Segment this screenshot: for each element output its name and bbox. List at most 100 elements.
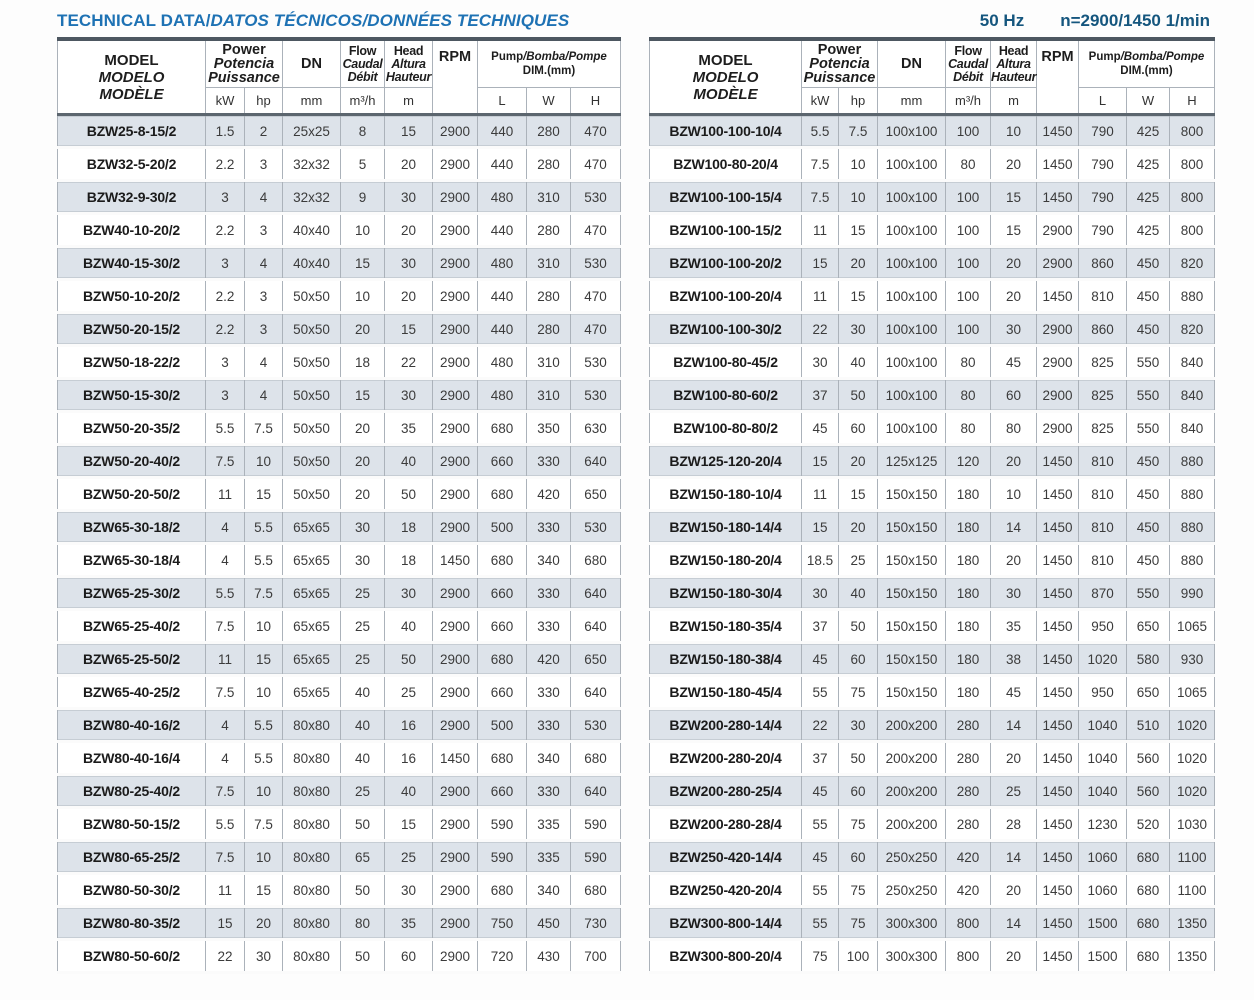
col-dim-pump: Pump	[491, 51, 524, 63]
model-cell: BZW50-20-15/2	[57, 312, 206, 347]
value-cell: 280	[526, 213, 571, 248]
value-cell: 500	[477, 510, 527, 545]
value-cell: 15	[244, 477, 283, 512]
value-cell: 480	[477, 378, 527, 413]
value-cell: 32x32	[282, 147, 341, 182]
value-cell: 100	[945, 180, 991, 215]
value-cell: 580	[1126, 642, 1170, 677]
value-cell: 100	[838, 939, 878, 974]
table-row: BZW50-20-35/2 5.5 7.5 50x50 20 35 2900 680 350 63…	[57, 411, 621, 446]
col-rpm: RPM	[432, 39, 478, 115]
model-cell: BZW300-800-20/4	[649, 939, 802, 974]
value-cell: 640	[570, 675, 621, 710]
value-cell: 75	[801, 939, 839, 974]
value-cell: 180	[945, 642, 991, 677]
value-cell: 7.5	[244, 807, 283, 842]
value-cell: 280	[526, 312, 571, 347]
value-cell: 450	[1126, 279, 1170, 314]
value-cell: 2900	[432, 576, 478, 611]
model-cell: BZW200-280-25/4	[649, 774, 802, 809]
value-cell: 15	[244, 873, 283, 908]
value-cell: 25	[340, 576, 385, 611]
value-cell: 18	[384, 510, 433, 545]
value-cell: 15	[838, 477, 878, 512]
value-cell: 560	[1126, 774, 1170, 809]
model-cell: BZW50-18-22/2	[57, 345, 206, 380]
value-cell: 870	[1078, 576, 1127, 611]
value-cell: 100x100	[877, 312, 946, 347]
value-cell: 1450	[432, 543, 478, 578]
value-cell: 20	[990, 246, 1037, 281]
model-cell: BZW40-15-30/2	[57, 246, 206, 281]
col-flow-en: Flow	[348, 43, 377, 58]
value-cell: 38	[990, 642, 1037, 677]
value-cell: 650	[570, 642, 621, 677]
value-cell: 650	[1126, 609, 1170, 644]
value-cell: 50x50	[282, 477, 341, 512]
value-cell: 330	[526, 609, 571, 644]
value-cell: 2900	[1036, 312, 1079, 347]
table-row: BZW65-40-25/2 7.5 10 65x65 40 25 2900 660 330 640	[57, 675, 621, 710]
value-cell: 330	[526, 675, 571, 710]
unit-kw: kW	[205, 87, 245, 115]
value-cell: 100x100	[877, 378, 946, 413]
value-cell: 1500	[1078, 939, 1127, 974]
value-cell: 680	[1126, 840, 1170, 875]
value-cell: 15	[340, 378, 385, 413]
value-cell: 440	[477, 147, 527, 182]
value-cell: 14	[990, 510, 1037, 545]
model-cell: BZW100-80-45/2	[649, 345, 802, 380]
value-cell: 680	[477, 411, 527, 446]
table-row: BZW100-80-60/2 37 50 100x100 80 60 2900 825 550 8…	[649, 378, 1215, 413]
value-cell: 30	[340, 510, 385, 545]
frequency-label: 50 Hz	[979, 11, 1025, 30]
value-cell: 3	[244, 279, 283, 314]
value-cell: 4	[244, 345, 283, 380]
value-cell: 480	[477, 180, 527, 215]
col-power-en: Power	[817, 42, 862, 58]
table-row: BZW200-280-25/4 45 60 200x200 280 25 1450 1040 5…	[649, 774, 1215, 809]
value-cell: 2900	[432, 906, 478, 941]
value-cell: 825	[1078, 378, 1127, 413]
value-cell: 80x80	[282, 807, 341, 842]
unit-hp: hp	[838, 87, 878, 115]
value-cell: 825	[1078, 345, 1127, 380]
model-cell: BZW80-80-35/2	[57, 906, 206, 941]
table-row: BZW50-20-15/2 2.2 3 50x50 20 15 2900 440 280 470	[57, 312, 621, 347]
value-cell: 790	[1078, 114, 1127, 149]
value-cell: 50x50	[282, 444, 341, 479]
unit-kw: kW	[801, 87, 839, 115]
value-cell: 15	[801, 510, 839, 545]
value-cell: 10	[340, 279, 385, 314]
col-power-es: Potencia	[213, 56, 275, 72]
table-row: BZW50-18-22/2 3 4 50x50 18 22 2900 480 310 530	[57, 345, 621, 380]
table-row: BZW200-280-14/4 22 30 200x200 280 14 1450 1040 5…	[649, 708, 1215, 743]
value-cell: 1020	[1169, 741, 1215, 776]
value-cell: 470	[570, 114, 621, 149]
value-cell: 680	[570, 741, 621, 776]
value-cell: 150x150	[877, 477, 946, 512]
value-cell: 15	[990, 180, 1037, 215]
value-cell: 660	[477, 444, 527, 479]
model-cell: BZW50-20-50/2	[57, 477, 206, 512]
value-cell: 2900	[432, 510, 478, 545]
model-cell: BZW50-15-30/2	[57, 378, 206, 413]
value-cell: 425	[1126, 114, 1170, 149]
value-cell: 5.5	[244, 708, 283, 743]
value-cell: 470	[570, 147, 621, 182]
value-cell: 10	[990, 477, 1037, 512]
model-cell: BZW100-100-15/2	[649, 213, 802, 248]
col-power: Power Potencia Puissance	[801, 39, 878, 88]
value-cell: 4	[205, 510, 245, 545]
col-dn-label: DN	[901, 56, 922, 72]
col-flow-fr: Débit	[953, 69, 983, 84]
value-cell: 440	[477, 279, 527, 314]
value-cell: 10	[244, 444, 283, 479]
value-cell: 35	[384, 411, 433, 446]
value-cell: 335	[526, 807, 571, 842]
value-cell: 330	[526, 774, 571, 809]
value-cell: 20	[340, 411, 385, 446]
value-cell: 3	[205, 180, 245, 215]
table-row: BZW65-25-30/2 5.5 7.5 65x65 25 30 2900 660 330 64…	[57, 576, 621, 611]
